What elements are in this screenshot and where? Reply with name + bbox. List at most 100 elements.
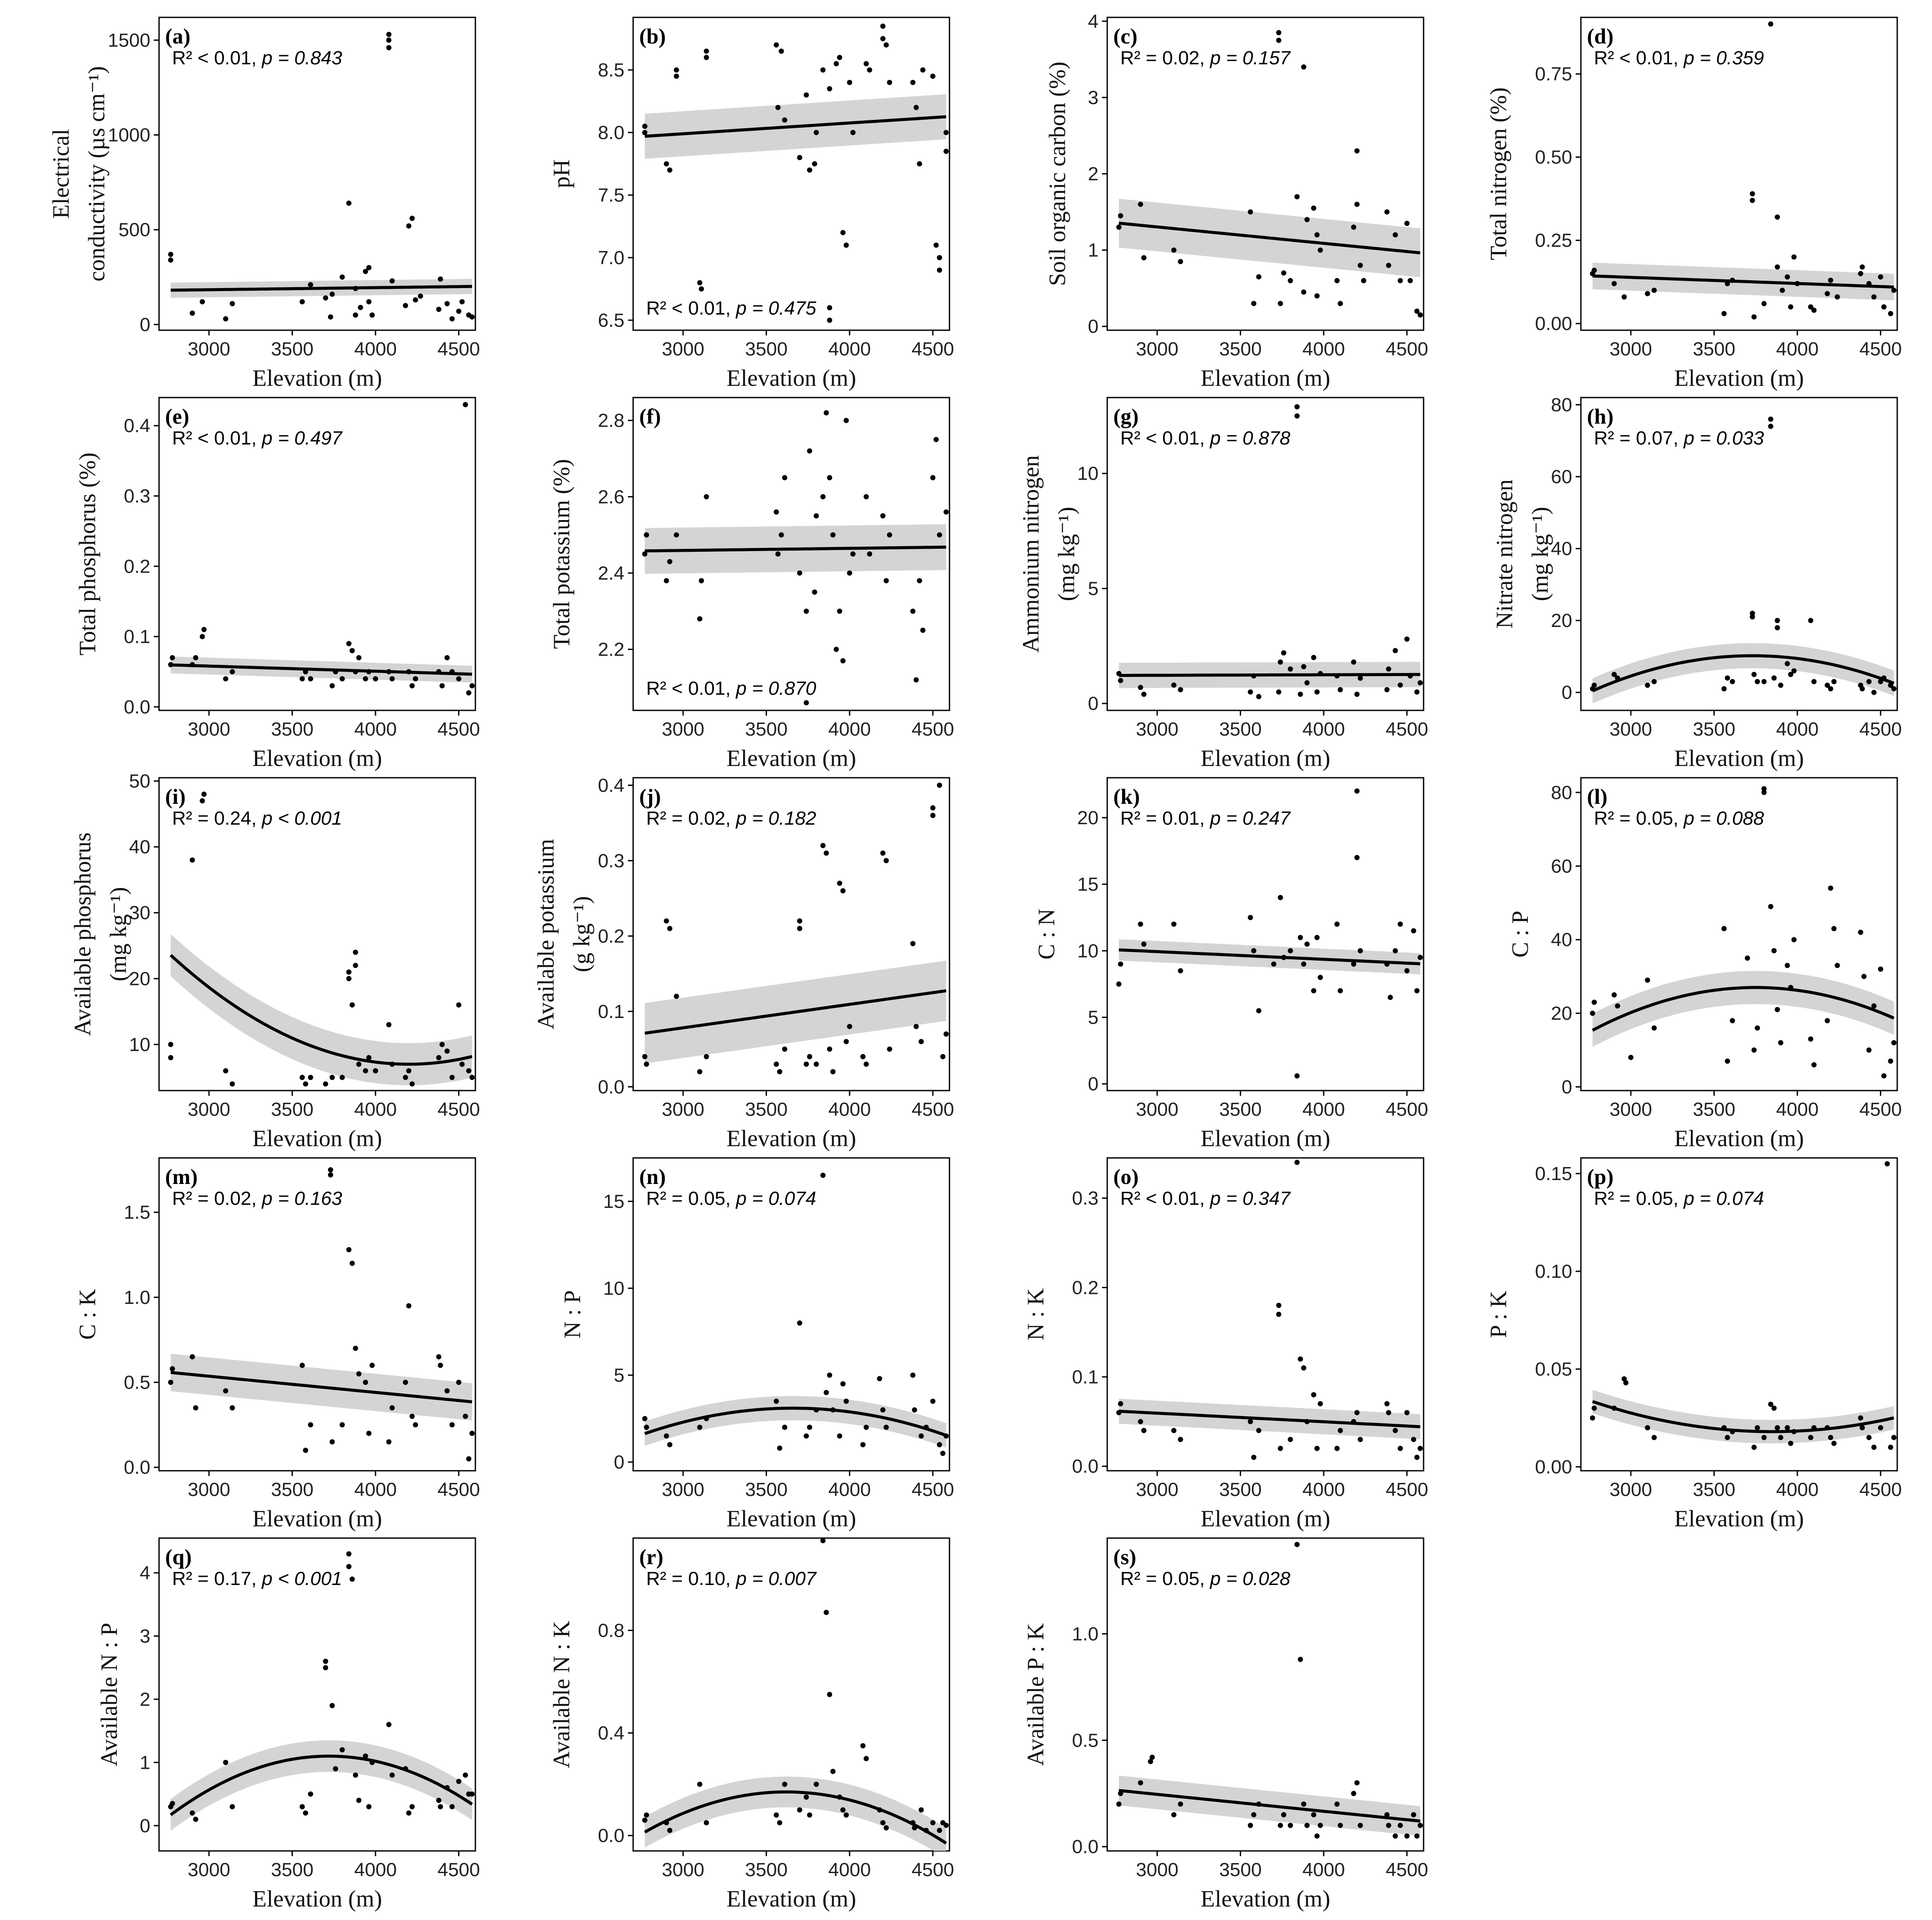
- fit-line-f: [644, 545, 946, 553]
- data-point-f-29: [867, 551, 873, 557]
- y-axis-title-line-b-0: pH: [548, 159, 574, 188]
- data-point-f-10: [779, 532, 784, 538]
- data-point-h-29: [1859, 686, 1865, 692]
- data-point-s-15: [1301, 1801, 1307, 1807]
- data-point-k-5: [1178, 968, 1183, 974]
- data-point-n-11: [807, 1425, 813, 1430]
- data-point-d-18: [1788, 304, 1793, 310]
- data-point-q-25: [406, 1810, 412, 1816]
- fit-line-l: [1592, 986, 1895, 1032]
- data-point-g-6: [1248, 689, 1253, 695]
- x-axis-title-r: Elevation (m): [727, 1886, 856, 1912]
- data-point-r-13: [820, 1538, 826, 1543]
- stat-r2-p: R² = 0.05,: [1594, 1188, 1684, 1209]
- data-point-b-17: [812, 161, 817, 166]
- stat-p-c: p = 0.157: [1209, 47, 1291, 69]
- y-tick-label-f-2: 2.6: [598, 486, 624, 507]
- panel-label-l: (l): [1587, 784, 1607, 809]
- y-tick-label-d-3: 0.75: [1535, 63, 1572, 85]
- y-axis-title-k: C : N: [1033, 909, 1059, 959]
- data-point-m-25: [413, 1422, 418, 1428]
- data-point-b-26: [843, 242, 849, 248]
- data-point-l-9: [1730, 1018, 1735, 1024]
- data-point-l-14: [1761, 789, 1767, 795]
- panel-label-f: (f): [639, 404, 661, 428]
- data-point-f-8: [773, 509, 779, 515]
- panel-c: 3000 3500 4000 4500 0 1 2 3 4 Elevation (m) Soil o…: [1044, 11, 1428, 391]
- data-point-o-1: [1118, 1401, 1123, 1406]
- data-point-r-8: [782, 1781, 787, 1787]
- y-tick-label-g-0: 0: [1088, 693, 1099, 714]
- data-point-r-3: [667, 1827, 673, 1833]
- data-point-l-11: [1751, 1047, 1757, 1053]
- x-tick-label-j-4500: 4500: [912, 1099, 954, 1120]
- data-point-o-5: [1178, 1437, 1183, 1442]
- data-point-b-6: [697, 280, 703, 285]
- data-point-c-27: [1358, 262, 1363, 268]
- data-point-d-4: [1645, 291, 1650, 296]
- fit-line-k: [1119, 948, 1421, 965]
- data-point-f-1: [644, 532, 649, 538]
- data-point-d-10: [1749, 191, 1755, 196]
- data-point-h-26: [1828, 686, 1833, 692]
- data-point-d-25: [1835, 294, 1840, 300]
- data-point-e-30: [456, 676, 461, 682]
- data-point-a-18: [366, 299, 372, 305]
- data-point-q-9: [323, 1665, 329, 1671]
- data-point-m-12: [339, 1422, 345, 1428]
- x-tick-label-c-4500: 4500: [1386, 338, 1428, 360]
- data-point-i-34: [469, 1074, 475, 1080]
- data-point-l-29: [1861, 974, 1867, 979]
- data-point-m-6: [299, 1363, 305, 1368]
- data-point-i-31: [456, 1002, 461, 1008]
- data-point-r-16: [830, 1769, 836, 1774]
- data-point-n-23: [880, 1407, 886, 1413]
- y-tick-label-i-2: 30: [129, 902, 150, 924]
- data-point-s-3: [1148, 1759, 1153, 1764]
- data-point-p-14: [1771, 1406, 1777, 1411]
- x-tick-label-b-3000: 3000: [662, 338, 704, 360]
- x-tick-label-d-3000: 3000: [1610, 338, 1652, 360]
- stat-p-b: p = 0.475: [735, 298, 817, 319]
- y-axis-title-n: N : P: [559, 1290, 585, 1338]
- data-point-f-20: [827, 475, 833, 481]
- y-tick-label-i-1: 20: [129, 968, 150, 989]
- y-tick-label-h-0: 0: [1562, 682, 1572, 703]
- data-point-b-42: [937, 267, 942, 273]
- data-point-b-7: [699, 286, 704, 292]
- y-tick-label-l-4: 80: [1551, 782, 1572, 803]
- data-point-k-24: [1354, 855, 1360, 860]
- data-point-k-8: [1256, 1008, 1261, 1014]
- data-point-b-25: [840, 230, 846, 235]
- data-point-e-31: [463, 402, 468, 408]
- y-axis-title-e: Total phosphorus (%): [74, 452, 100, 655]
- y-axis-title-j: Available potassium (g kg⁻¹): [533, 839, 594, 1029]
- x-tick-label-d-4500: 4500: [1859, 338, 1902, 360]
- data-point-q-19: [363, 1753, 368, 1759]
- data-point-i-24: [403, 1074, 408, 1080]
- fit-line-e: [170, 663, 472, 676]
- stat-p-o: p = 0.347: [1209, 1188, 1291, 1209]
- panel-s: 3000 3500 4000 4500 0.0 0.5 1.0 Elevation (m) Av…: [1022, 1537, 1428, 1912]
- panel-l-plot-area: [1590, 786, 1897, 1079]
- data-point-b-23: [833, 61, 839, 66]
- data-point-m-5: [229, 1405, 235, 1411]
- data-point-a-32: [449, 316, 455, 322]
- data-point-e-28: [444, 655, 450, 660]
- x-tick-label-i-3000: 3000: [188, 1099, 230, 1120]
- panel-label-m: (m): [165, 1164, 198, 1189]
- stat-p-k: p = 0.247: [1209, 808, 1291, 829]
- data-point-b-33: [883, 42, 889, 48]
- data-point-b-24: [837, 55, 843, 60]
- data-point-j-28: [910, 941, 916, 946]
- data-point-b-16: [807, 167, 813, 173]
- data-point-a-28: [418, 293, 423, 299]
- stat-annotation-j: R² = 0.02, p = 0.182: [646, 808, 816, 829]
- data-point-i-33: [466, 1068, 471, 1074]
- x-tick-label-o-4500: 4500: [1386, 1479, 1428, 1500]
- data-point-o-14: [1298, 1356, 1303, 1362]
- data-point-a-24: [403, 303, 408, 308]
- data-point-i-15: [349, 1002, 355, 1008]
- data-point-p-13: [1768, 1402, 1773, 1407]
- x-tick-label-p-3000: 3000: [1610, 1479, 1652, 1500]
